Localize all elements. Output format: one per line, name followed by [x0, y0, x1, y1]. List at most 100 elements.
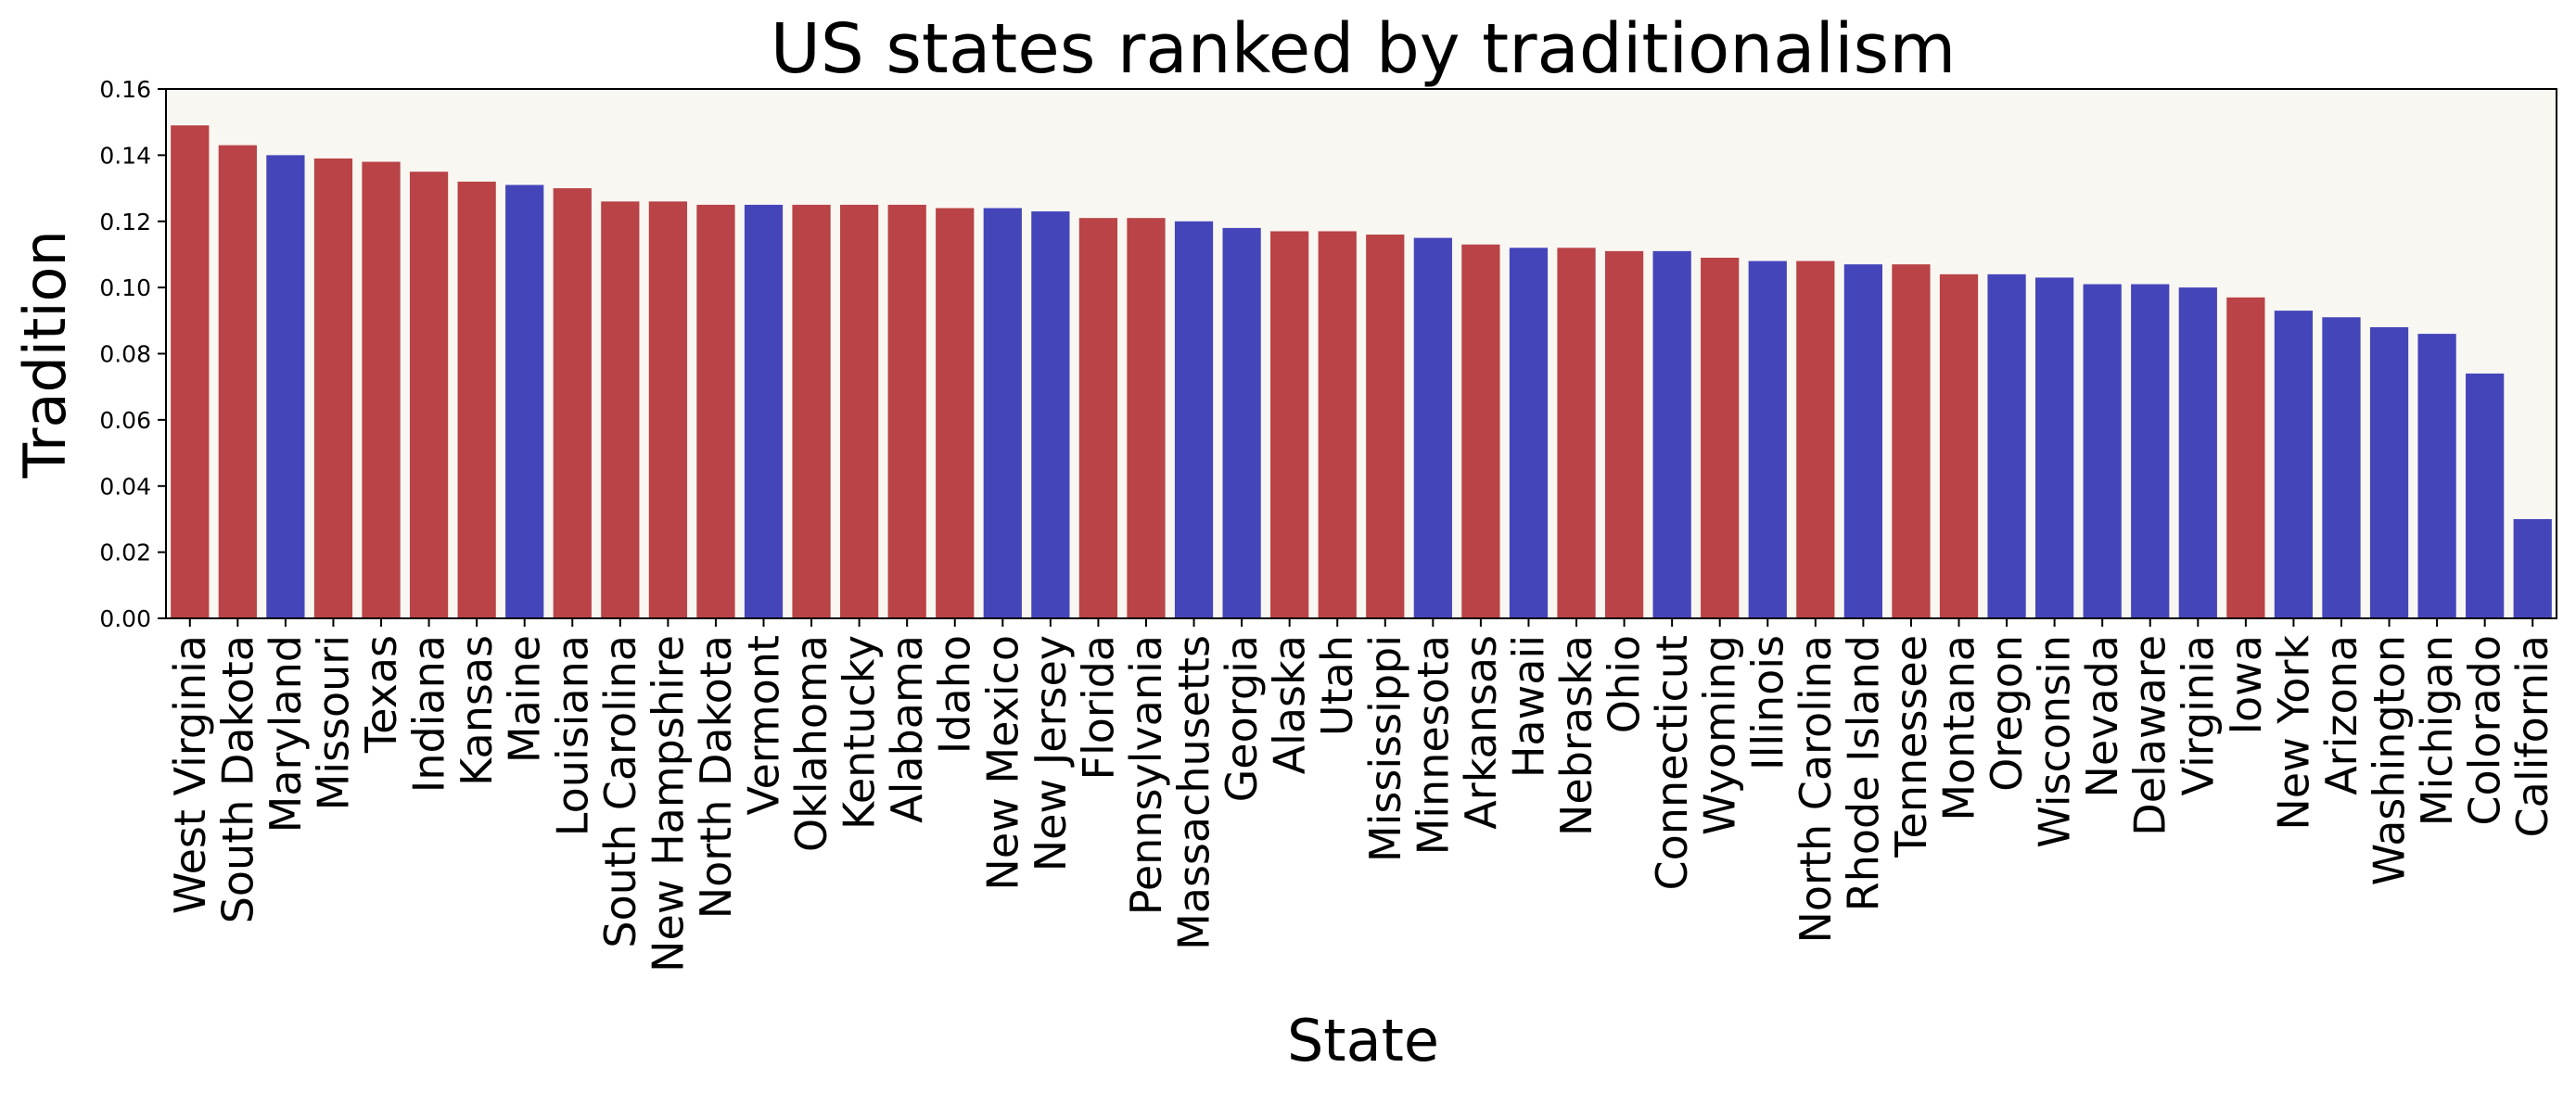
- bar: [1892, 264, 1931, 618]
- x-tick-label: California: [2507, 635, 2557, 837]
- bar: [218, 145, 257, 618]
- bar: [1461, 244, 1500, 618]
- bar: [457, 181, 496, 619]
- x-tick-label: Montana: [1934, 635, 1984, 821]
- y-tick-label: 0.14: [99, 142, 151, 169]
- x-tick-label: Wyoming: [1695, 635, 1745, 835]
- x-tick-label: Tennessee: [1886, 635, 1936, 858]
- y-tick-label: 0.02: [99, 540, 151, 566]
- bar: [362, 161, 401, 618]
- bar: [1174, 221, 1214, 618]
- x-tick-label: Louisiana: [547, 635, 597, 836]
- y-tick-label: 0.00: [99, 605, 151, 632]
- x-tick-label: Rhode Island: [1838, 635, 1888, 911]
- bar: [313, 158, 353, 618]
- x-tick-label: Virginia: [2173, 635, 2223, 795]
- bars-group: [171, 125, 2552, 619]
- x-tick-label: Colorado: [2460, 635, 2510, 826]
- bar: [648, 201, 688, 618]
- bar: [2274, 311, 2314, 618]
- bar: [2083, 284, 2122, 618]
- bar: [792, 204, 831, 618]
- x-tick-label: North Dakota: [691, 635, 741, 919]
- bar: [601, 201, 640, 618]
- x-tick-label: Kentucky: [835, 635, 885, 830]
- y-tick-label: 0.12: [99, 209, 151, 235]
- bar: [1366, 235, 1405, 618]
- bar: [1222, 227, 1261, 618]
- bar: [2178, 287, 2217, 618]
- bar: [1939, 273, 1979, 618]
- x-tick-label: New Hampshire: [643, 635, 693, 972]
- x-tick-label: Illinois: [1742, 635, 1792, 770]
- x-tick-label: North Carolina: [1791, 635, 1841, 944]
- x-tick-label: Mississippi: [1360, 635, 1410, 862]
- bar: [2322, 317, 2361, 618]
- y-tick-label: 0.04: [99, 473, 151, 500]
- bar: [1557, 248, 1596, 618]
- x-tick-label: Michigan: [2412, 635, 2462, 826]
- x-tick-label: Indiana: [404, 635, 454, 793]
- bar: [505, 184, 544, 618]
- x-axis-label: State: [1287, 1007, 1439, 1074]
- y-tick-label: 0.10: [99, 274, 151, 301]
- bar: [1318, 231, 1357, 619]
- x-tick-label: Nebraska: [1551, 635, 1601, 836]
- x-tick-label: Ohio: [1600, 635, 1650, 733]
- y-tick-label: 0.06: [99, 407, 151, 434]
- x-tick-label: Florida: [1073, 635, 1123, 780]
- x-tick-label: Minnesota: [1408, 635, 1458, 855]
- x-tick-label: Texas: [356, 635, 406, 754]
- x-tick-label: Oklahoma: [786, 635, 836, 852]
- bar: [266, 155, 305, 618]
- y-tick-label: 0.08: [99, 341, 151, 368]
- bar: [839, 204, 879, 618]
- bar: [1270, 231, 1309, 619]
- x-tick-label: New Mexico: [977, 635, 1027, 891]
- plot-frame: [165, 88, 2557, 619]
- x-tick-label: Alaska: [1265, 635, 1315, 774]
- x-tick-label: New Jersey: [1026, 635, 1076, 871]
- bar: [1652, 250, 1691, 618]
- x-tick-label: Arizona: [2316, 635, 2366, 795]
- x-tick-label: Washington: [2365, 635, 2415, 885]
- bar: [2131, 284, 2170, 618]
- bar: [2513, 518, 2552, 618]
- bar: [1987, 273, 2026, 618]
- bar: [2034, 277, 2074, 618]
- bar: [1843, 264, 1883, 618]
- y-axis-label: Tradition: [11, 230, 79, 479]
- x-tick-label: Pennsylvania: [1121, 635, 1171, 915]
- bar: [2369, 326, 2409, 618]
- x-tick-label: Alabama: [882, 635, 932, 823]
- bar: [1413, 237, 1452, 618]
- x-tick-label: Wisconsin: [2030, 635, 2080, 848]
- bar: [983, 208, 1022, 618]
- x-tick-label: Idaho: [930, 635, 980, 754]
- x-tick-label: New York: [2268, 635, 2318, 831]
- x-tick-label: Maine: [500, 635, 550, 763]
- bar: [2226, 297, 2265, 618]
- bar: [936, 208, 975, 618]
- bar: [2466, 373, 2505, 618]
- x-tick-label: South Carolina: [595, 635, 645, 948]
- bar: [744, 204, 784, 618]
- bar: [1078, 218, 1118, 618]
- x-tick-label: Vermont: [739, 635, 789, 815]
- bar: [1509, 248, 1549, 618]
- x-tick-label: Hawaii: [1503, 635, 1553, 778]
- chart-title: US states ranked by traditionalism: [771, 9, 1957, 89]
- bar: [887, 204, 926, 618]
- bar: [553, 188, 592, 618]
- bar: [1031, 211, 1070, 618]
- x-tick-label: Iowa: [2221, 635, 2271, 735]
- x-tick-label: Kansas: [452, 635, 502, 786]
- x-tick-label: Oregon: [1982, 635, 2032, 792]
- bar: [1604, 250, 1644, 618]
- x-tick-label: Georgia: [1217, 635, 1267, 802]
- x-tick-label: Arkansas: [1456, 635, 1506, 830]
- bar: [409, 172, 449, 618]
- x-tick-label: Massachusetts: [1169, 635, 1219, 950]
